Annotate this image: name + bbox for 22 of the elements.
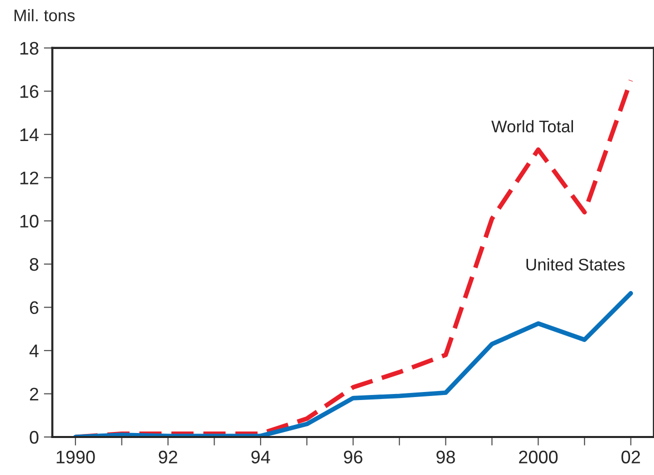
y-tick-label: 18 (20, 42, 38, 55)
line-series (73, 291, 634, 437)
x-tick-label: 92 (158, 450, 178, 464)
x-tick-label: 02 (621, 450, 640, 464)
line-series (73, 78, 634, 437)
y-tick-label: 12 (20, 172, 38, 184)
y-tick-label: 16 (20, 85, 38, 98)
y-tick-label: 8 (30, 258, 38, 271)
y-tick-label: 2 (30, 388, 38, 400)
x-tick-label: 2000 (519, 450, 558, 464)
y-tick-label: 0 (30, 430, 38, 444)
y-tick-label: 4 (30, 344, 39, 358)
x-tick-label: 1990 (56, 450, 95, 464)
y-tick-label: 10 (20, 214, 38, 228)
x-tick-label: 98 (436, 450, 455, 464)
x-tick-label: 94 (251, 450, 270, 464)
y-tick-label: 6 (30, 301, 38, 314)
series-label: World Total (491, 120, 573, 132)
series-label: United States (526, 258, 625, 271)
y-tick-label: 14 (20, 128, 39, 141)
x-tick-label: 96 (344, 450, 362, 464)
y-axis-title: Mil. tons (14, 9, 75, 22)
